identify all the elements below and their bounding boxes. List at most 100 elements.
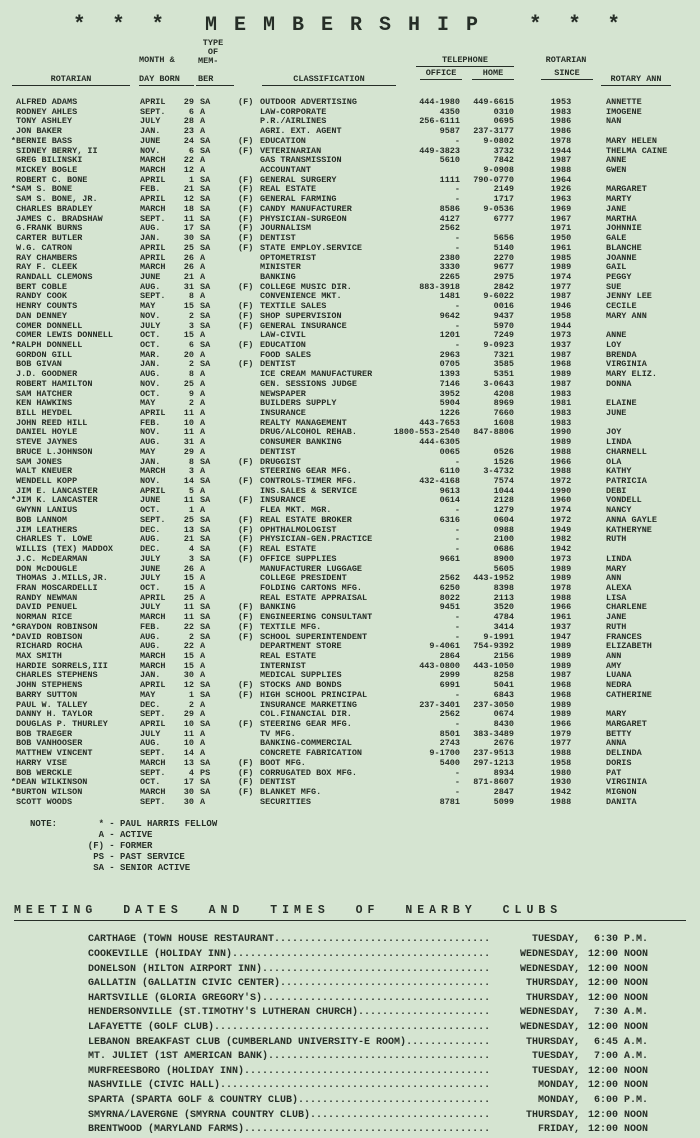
- rotarian-name: RAY CHAMBERS: [16, 252, 78, 263]
- meeting-row: SMYRNA/LAVERGNE (SMYRNA COUNTRY CLUB) TH…: [88, 1109, 648, 1124]
- classification-value: AGRI. EXT. AGENT: [260, 126, 342, 137]
- rotarian-name: THOMAS J.MILLS,JR.: [16, 573, 108, 584]
- rotarian-since-year: 1988: [550, 165, 572, 176]
- rotary-ann-name: NEDRA: [606, 680, 632, 691]
- rotarian-since-year: 1974: [550, 505, 572, 516]
- birth-month: APRIL: [140, 592, 166, 603]
- club-name: MT. JULIET (1ST AMERICAN BANK): [88, 1051, 269, 1063]
- paul-harris-star: [8, 351, 16, 361]
- rotarian-since-year: 1966: [550, 456, 572, 467]
- rotarian-since-year: 1973: [550, 330, 572, 341]
- rotarian-name: WILLIS (TEX) MADDOX: [16, 544, 113, 555]
- member-row: * BERNIE BASS JUNE 24 SA (F) EDUCATION -…: [8, 135, 700, 147]
- office-phone: 7146: [439, 378, 460, 389]
- paul-harris-star: [8, 749, 16, 759]
- classification-value: HIGH SCHOOL PRINCIPAL: [260, 689, 368, 700]
- birth-day: 28: [183, 116, 194, 127]
- rotarian-since-year: 1977: [550, 281, 572, 292]
- classification-value: BOOT MFG.: [260, 757, 306, 768]
- rotary-ann-name: MARY HELEN: [606, 135, 658, 146]
- rotarian-name: BOB LANNOM: [16, 514, 68, 525]
- home-phone: 5605: [493, 563, 514, 574]
- office-phone: 2265: [439, 271, 460, 282]
- rotarian-since-year: 1967: [550, 213, 572, 224]
- birth-month: JULY: [140, 728, 161, 739]
- home-phone: 0695: [493, 116, 514, 127]
- member-row: COMER LEWIS DONNELL OCT. 15 A LAW-CIVIL …: [8, 331, 700, 341]
- member-type: A: [200, 650, 206, 661]
- rotary-ann-name: CECILE: [606, 301, 637, 312]
- rotarian-name: HARDIE SORRELS,III: [16, 660, 108, 671]
- classification-value: INSURANCE MARKETING: [260, 699, 357, 710]
- classification-value: INTERNIST: [260, 660, 306, 671]
- birth-month: APRIL: [140, 174, 166, 185]
- office-phone: 0705: [439, 359, 460, 370]
- birth-day: 30: [183, 670, 194, 681]
- former-flag: (F): [238, 544, 254, 555]
- birth-day: 6: [188, 106, 194, 117]
- office-phone: 9451: [439, 602, 460, 613]
- classification-value: COLLEGE MUSIC DIR.: [260, 281, 352, 292]
- header-rotarian-since-line2: SINCE: [541, 69, 593, 80]
- classification-value: DENTIST: [260, 233, 296, 244]
- birth-day: 3: [188, 320, 194, 331]
- former-flag: (F): [238, 534, 254, 545]
- member-row: BRUCE L.JOHNSON MAY 29 A DENTIST 0065 05…: [8, 447, 700, 458]
- home-phone: 7321: [493, 349, 514, 360]
- birth-day: 6: [188, 145, 194, 156]
- rotarian-name: TONY ASHLEY: [16, 116, 73, 127]
- legend-meaning: PAST SERVICE: [120, 852, 185, 863]
- classification-value: TV MFG.: [260, 728, 296, 739]
- classification-value: INSURANCE: [260, 408, 306, 418]
- birth-day: 30: [183, 233, 194, 244]
- home-phone: 3-4732: [483, 466, 514, 477]
- member-type: SA: [200, 301, 211, 312]
- meeting-day: THURSDAY,: [525, 1109, 580, 1121]
- rotarian-since-year: 1961: [550, 242, 572, 253]
- classification-value: CANDY MANUFACTURER: [260, 203, 352, 214]
- birth-day: 1: [188, 174, 194, 185]
- birth-day: 25: [183, 378, 194, 389]
- member-row: WILLIS (TEX) MADDOX DEC. 4 SA (F) REAL E…: [8, 544, 700, 555]
- birth-month: AUG.: [140, 369, 161, 380]
- office-phone: 6316: [439, 514, 460, 525]
- classification-value: GENERAL SURGERY: [260, 174, 337, 185]
- home-phone: 3-0643: [483, 378, 514, 389]
- rotarian-name: CHARLES STEPHENS: [16, 670, 98, 681]
- birth-day: 3: [188, 553, 194, 564]
- paul-harris-star: [8, 224, 16, 234]
- member-type: SA: [200, 339, 211, 350]
- former-flag: (F): [238, 476, 254, 487]
- paul-harris-star: [8, 273, 16, 283]
- member-row: TONY ASHLEY JULY 28 A P.R./AIRLINES 256-…: [8, 117, 700, 127]
- member-type: A: [200, 466, 206, 477]
- office-phone: 3952: [439, 388, 460, 399]
- rotarian-name: SAM JONES: [16, 456, 62, 467]
- dot-leader: [298, 1094, 492, 1109]
- meeting-time: 12:00 NOON: [587, 992, 648, 1004]
- classification-value: ENGINEERING CONSULTANT: [260, 612, 373, 623]
- meetings-section-title: MEETING DATES AND TIMES OF NEARBY CLUBS: [14, 904, 686, 922]
- office-phone: 9-4061: [429, 641, 460, 652]
- rotary-ann-name: BETTY: [606, 728, 632, 739]
- birth-day: 15: [183, 301, 194, 312]
- birth-day: 30: [183, 796, 194, 807]
- office-phone: 0614: [439, 495, 460, 506]
- rotary-ann-name: MIGNON: [606, 787, 637, 798]
- legend-meaning: PAUL HARRIS FELLOW: [120, 819, 218, 830]
- rotary-ann-name: ALEXA: [606, 582, 632, 593]
- home-phone: 9-0802: [483, 135, 514, 146]
- paul-harris-star: [8, 156, 16, 166]
- birth-day: 25: [183, 514, 194, 525]
- member-row: HENRY COUNTS MAY 15 SA (F) TEXTILE SALES…: [8, 301, 700, 312]
- rotary-ann-name: PEGGY: [606, 271, 632, 282]
- meeting-row: BRENTWOOD (MARYLAND FARMS) FRIDAY, 12:00…: [88, 1123, 648, 1138]
- member-row: J.C. McDEARMAN JULY 3 SA (F) OFFICE SUPP…: [8, 553, 700, 565]
- rotary-ann-name: GAIL: [606, 262, 627, 273]
- home-phone: 383-3489: [473, 728, 514, 739]
- rotarian-since-year: 1947: [550, 631, 572, 642]
- home-phone: 8969: [493, 398, 514, 409]
- home-phone: 8430: [493, 719, 514, 729]
- member-row: STEVE JAYNES AUG. 31 A CONSUMER BANKING …: [8, 437, 700, 448]
- rotary-ann-name: MARGARET: [606, 719, 647, 729]
